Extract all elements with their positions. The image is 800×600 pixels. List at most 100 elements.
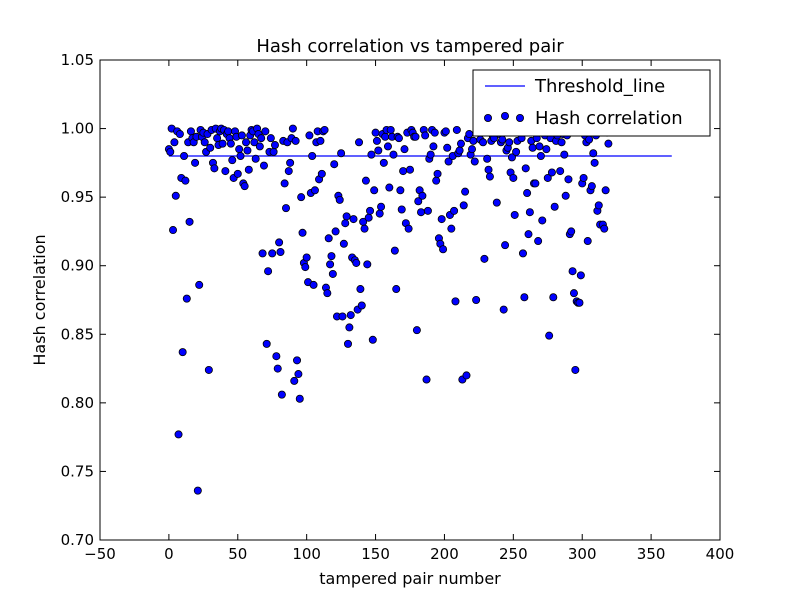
data-point xyxy=(374,146,383,155)
data-point xyxy=(181,176,190,185)
data-point xyxy=(328,269,337,278)
legend-marker xyxy=(483,114,492,123)
data-point xyxy=(269,147,278,156)
data-point xyxy=(364,213,373,222)
data-point xyxy=(509,173,518,182)
x-tick-label: 400 xyxy=(706,545,735,563)
data-point xyxy=(585,135,594,144)
data-point xyxy=(433,169,442,178)
data-point xyxy=(534,237,543,246)
data-point xyxy=(352,258,361,267)
data-point xyxy=(568,267,577,276)
data-point xyxy=(345,323,354,332)
data-point xyxy=(518,249,527,258)
data-point xyxy=(412,326,421,335)
data-point xyxy=(587,182,596,191)
data-point xyxy=(226,139,235,148)
data-point xyxy=(417,208,426,217)
data-point xyxy=(590,158,599,167)
data-point xyxy=(305,131,314,140)
data-point xyxy=(308,151,317,160)
data-point xyxy=(213,134,222,143)
data-point xyxy=(257,134,266,143)
y-tick-label: 0.85 xyxy=(61,325,94,343)
data-point xyxy=(237,131,246,140)
y-tick-label: 0.70 xyxy=(61,531,94,549)
data-point xyxy=(270,141,279,150)
data-point xyxy=(550,202,559,211)
x-tick-label: 150 xyxy=(361,545,390,563)
x-tick-label: 0 xyxy=(164,545,174,563)
data-point xyxy=(324,234,333,243)
data-point xyxy=(355,138,364,147)
data-point xyxy=(432,176,441,185)
data-point xyxy=(524,230,533,239)
data-point xyxy=(389,150,398,159)
x-tick-label: 350 xyxy=(637,545,666,563)
data-point xyxy=(480,254,489,263)
y-tick-label: 0.95 xyxy=(61,188,94,206)
data-point xyxy=(531,179,540,188)
data-point xyxy=(221,167,230,176)
y-tick-label: 0.75 xyxy=(61,462,94,480)
data-point xyxy=(575,298,584,307)
data-point xyxy=(547,168,556,177)
data-point xyxy=(281,204,290,213)
data-point xyxy=(535,142,544,151)
data-point xyxy=(549,293,558,302)
data-point xyxy=(545,331,554,340)
data-point xyxy=(204,365,213,374)
data-point xyxy=(228,156,237,165)
data-point xyxy=(293,356,302,365)
legend: Threshold_line Hash correlation xyxy=(472,69,711,137)
data-point xyxy=(461,187,470,196)
data-point xyxy=(447,224,456,233)
x-tick-label: 300 xyxy=(568,545,597,563)
y-axis: 0.70 0.75 0.80 0.85 0.90 0.95 1.00 1.05 xyxy=(61,51,720,549)
data-point xyxy=(294,370,303,379)
data-point xyxy=(536,151,545,160)
data-point xyxy=(301,263,310,272)
data-point xyxy=(414,197,423,206)
data-point xyxy=(327,252,336,261)
data-point xyxy=(243,146,252,155)
data-point xyxy=(455,146,464,155)
x-tick-label: 50 xyxy=(228,545,247,563)
data-point xyxy=(290,376,299,385)
data-point xyxy=(528,143,537,152)
data-point xyxy=(268,249,277,258)
data-point xyxy=(439,245,448,254)
chart-title: Hash correlation vs tampered pair xyxy=(256,36,564,57)
data-point xyxy=(600,224,609,233)
legend-marker xyxy=(516,114,525,123)
data-point xyxy=(523,189,532,198)
data-point xyxy=(443,143,452,152)
data-point xyxy=(195,280,204,289)
x-axis-label: tampered pair number xyxy=(319,569,501,588)
data-point xyxy=(360,224,369,233)
data-point xyxy=(564,175,573,184)
data-point xyxy=(326,260,335,269)
data-point xyxy=(182,294,191,303)
data-point xyxy=(236,151,245,160)
data-point xyxy=(206,143,215,152)
data-point xyxy=(498,135,507,144)
data-point xyxy=(418,191,427,200)
data-point xyxy=(392,285,401,294)
data-point xyxy=(361,176,370,185)
data-point xyxy=(422,375,431,384)
data-point xyxy=(242,138,251,147)
x-tick-label: 200 xyxy=(430,545,459,563)
data-point xyxy=(250,138,259,147)
legend-box xyxy=(472,69,711,137)
data-point xyxy=(178,348,187,357)
data-point xyxy=(561,191,570,200)
data-point xyxy=(404,224,413,233)
data-point xyxy=(510,210,519,219)
data-point xyxy=(288,124,297,133)
data-point xyxy=(604,139,613,148)
data-point xyxy=(262,339,271,348)
data-point xyxy=(512,147,521,156)
data-point xyxy=(383,142,392,151)
